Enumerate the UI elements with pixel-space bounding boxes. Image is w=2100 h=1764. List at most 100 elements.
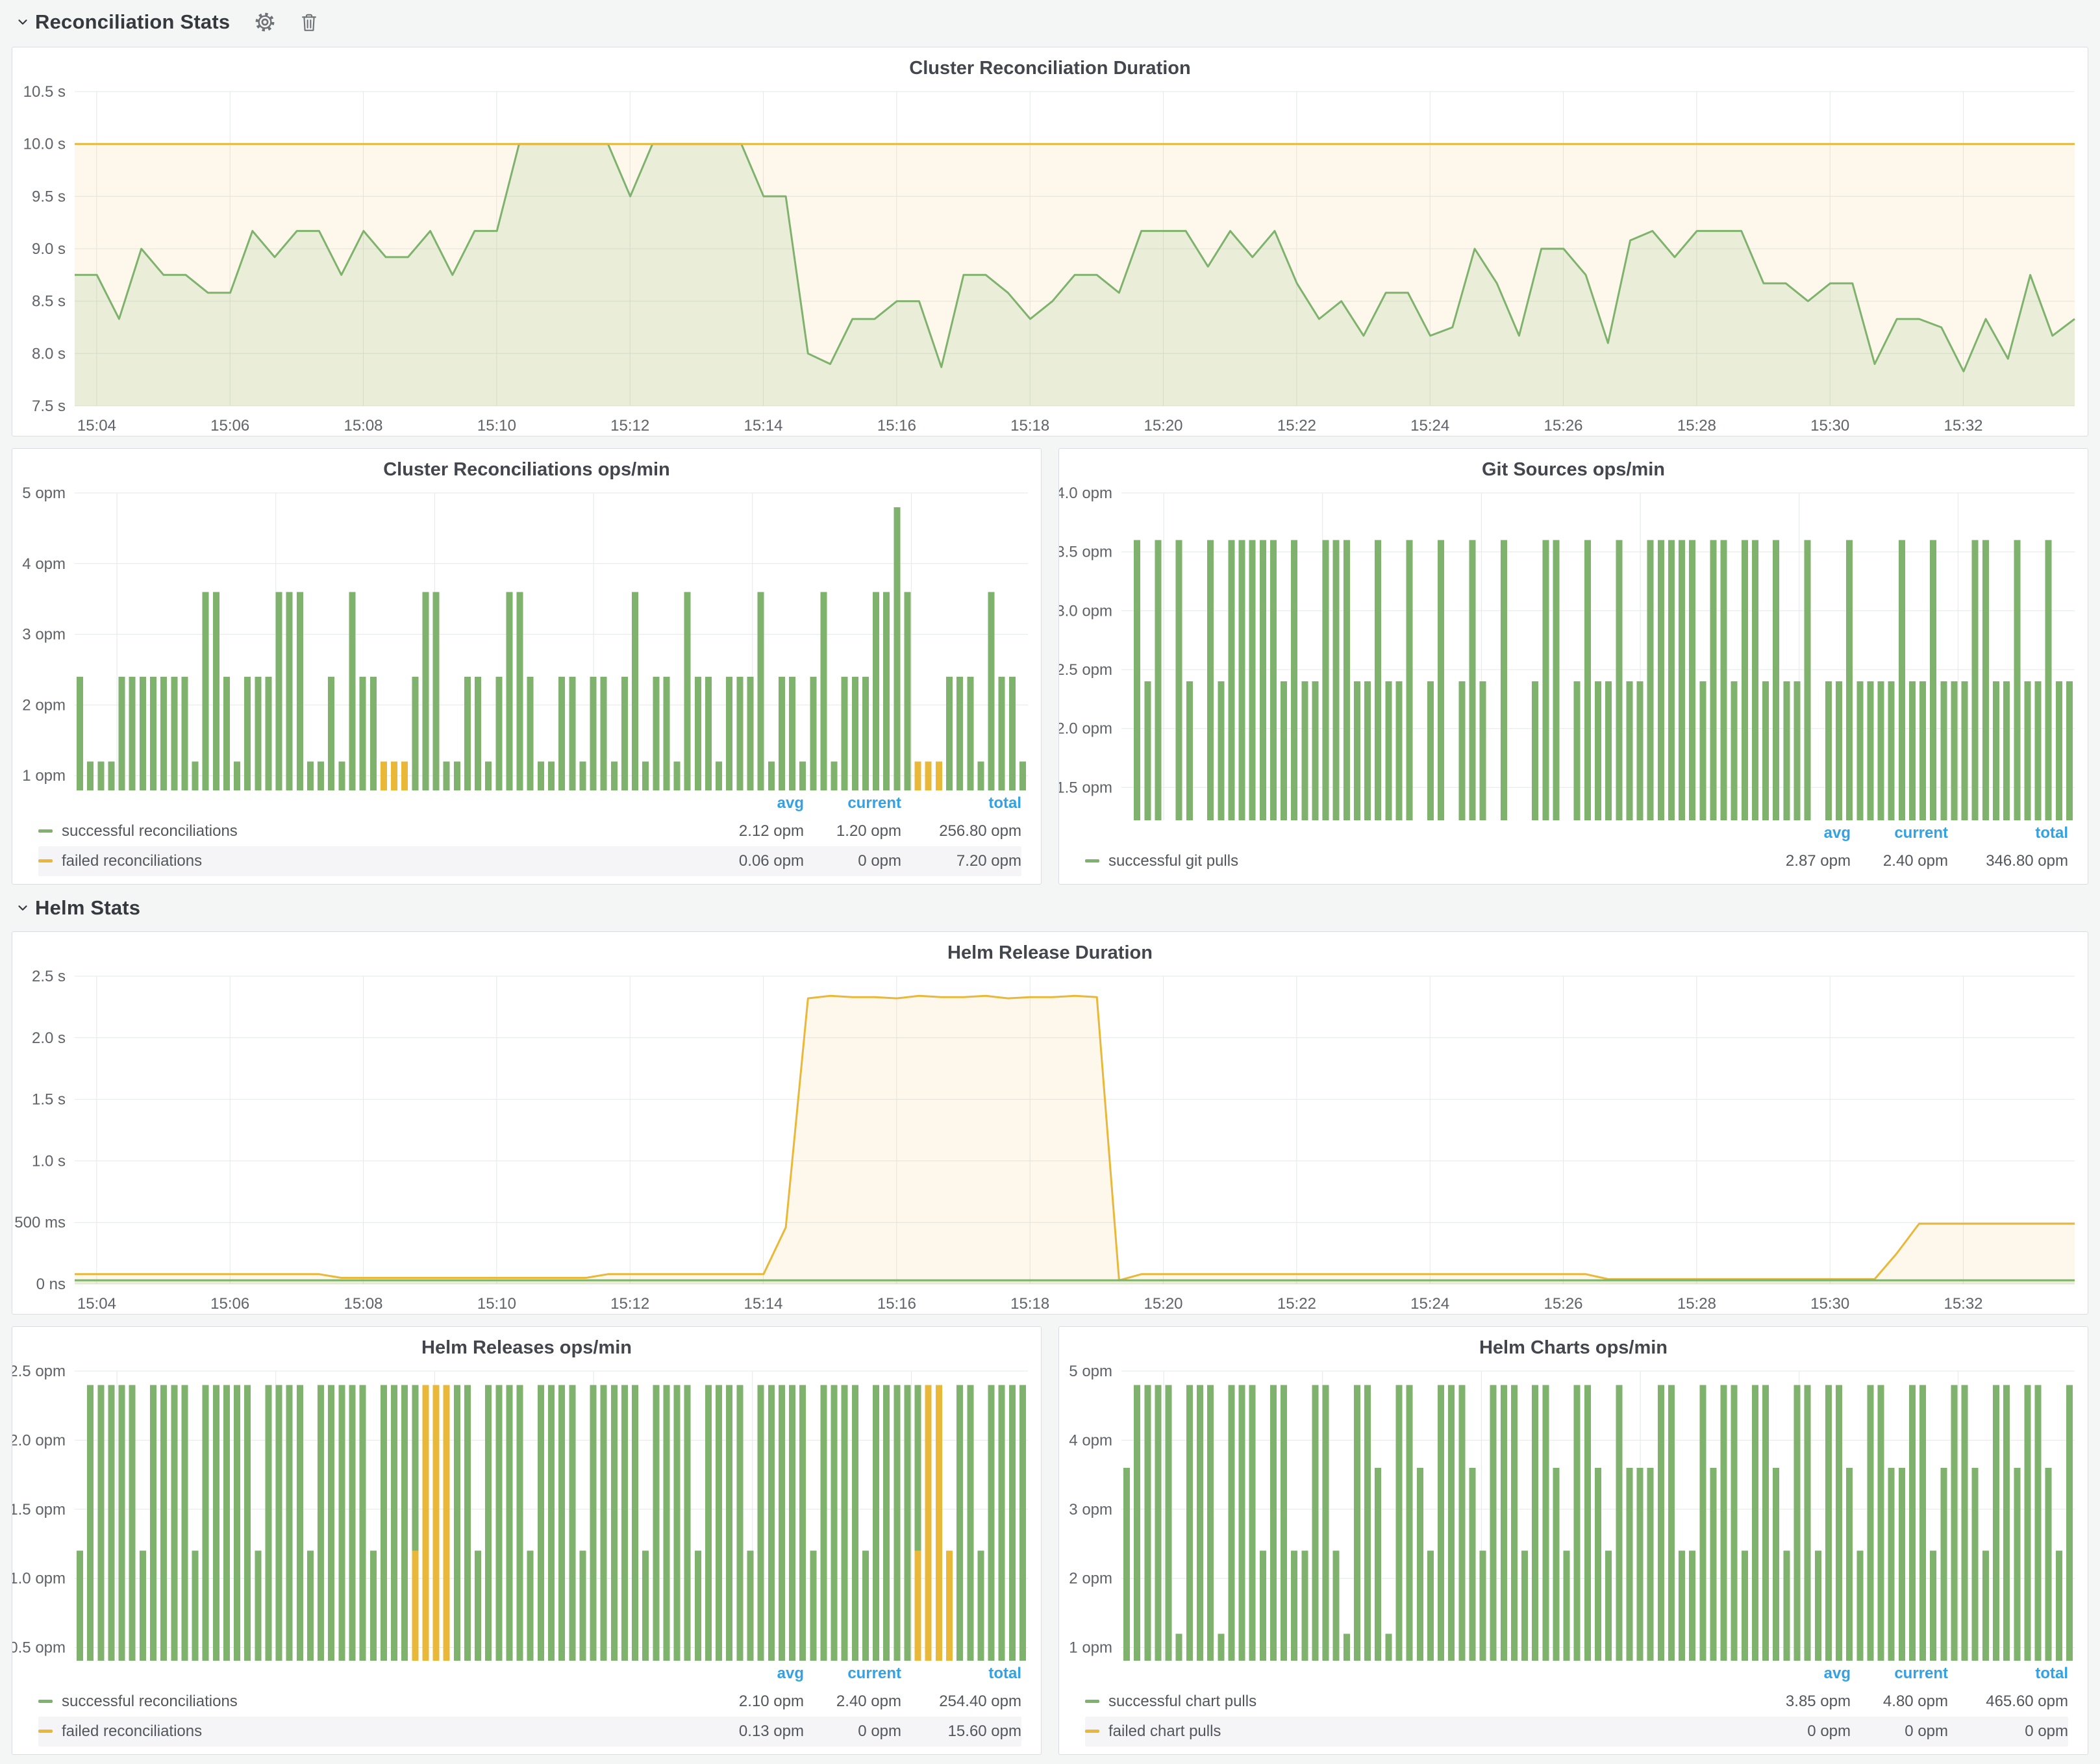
helm-releases-opm-chart[interactable]: 0 opm0.5 opm1.0 opm1.5 opm2.0 opm2.5 opm… [12, 1361, 1041, 1661]
svg-text:1.5 s: 1.5 s [32, 1091, 66, 1109]
legend-row: successful git pulls2.87 opm2.40 opm346.… [1085, 846, 2068, 876]
legend-stat: 0 opm [804, 1722, 901, 1741]
legend-col-avg[interactable]: avg [706, 1665, 804, 1683]
legend-stat: 2.12 opm [706, 822, 804, 840]
legend-stat: 2.40 opm [1851, 852, 1948, 870]
legend-stat: 1.20 opm [804, 822, 901, 840]
panel-title[interactable]: Helm Release Duration [12, 932, 2088, 966]
svg-text:2 opm: 2 opm [1069, 1570, 1112, 1587]
panel-title[interactable]: Cluster Reconciliations ops/min [12, 449, 1041, 483]
svg-text:15:32: 15:32 [1944, 417, 1982, 435]
legend-col-avg[interactable]: avg [706, 794, 804, 813]
legend-col-current[interactable]: current [804, 794, 901, 813]
legend-col-total[interactable]: total [901, 794, 1021, 813]
chart-svg: 0 opm1 opm2 opm3 opm4 opm5 opm15:0515:10… [1059, 1361, 2088, 1661]
svg-text:0 ns: 0 ns [36, 1276, 66, 1293]
svg-text:3 opm: 3 opm [22, 626, 66, 644]
trash-icon[interactable] [300, 12, 318, 32]
legend-label[interactable]: successful git pulls [1108, 852, 1238, 870]
svg-text:2 opm: 2 opm [22, 696, 66, 714]
legend-label[interactable]: successful reconciliations [62, 822, 238, 840]
legend-row: successful reconciliations2.10 opm2.40 o… [38, 1687, 1021, 1717]
svg-text:2.0 opm: 2.0 opm [1059, 720, 1112, 738]
gear-icon[interactable] [255, 12, 275, 32]
legend-label[interactable]: failed reconciliations [62, 1722, 202, 1740]
legend-stat: 4.80 opm [1851, 1693, 1948, 1711]
svg-text:2.5 opm: 2.5 opm [12, 1363, 66, 1380]
chart-svg: 7.5 s8.0 s8.5 s9.0 s9.5 s10.0 s10.5 s15:… [12, 81, 2088, 436]
chevron-down-icon [16, 15, 30, 29]
legend-col-avg[interactable]: avg [1753, 1665, 1851, 1683]
panel-git-sources-opm: Git Sources ops/min 1.0 opm1.5 opm2.0 op… [1058, 448, 2088, 885]
legend-label[interactable]: failed reconciliations [62, 852, 202, 870]
legend-stat: 254.40 opm [901, 1693, 1021, 1711]
svg-text:2.0 opm: 2.0 opm [12, 1431, 66, 1449]
svg-text:15:30: 15:30 [1810, 417, 1849, 435]
legend-row: successful chart pulls3.85 opm4.80 opm46… [1085, 1687, 2068, 1717]
panel-title[interactable]: Helm Charts ops/min [1059, 1327, 2088, 1361]
svg-text:15:10: 15:10 [477, 417, 516, 435]
svg-text:15:06: 15:06 [210, 417, 249, 435]
legend-stat: 0.13 opm [706, 1722, 804, 1741]
panel-cluster-reconciliations-opm: Cluster Reconciliations ops/min 0 opm1 o… [12, 448, 1042, 885]
legend-label[interactable]: failed chart pulls [1108, 1722, 1221, 1740]
legend-stat: 0 opm [1851, 1722, 1948, 1741]
chevron-down-icon [16, 901, 30, 915]
legend: avgcurrenttotalsuccessful chart pulls3.8… [1059, 1661, 2088, 1754]
svg-text:15:10: 15:10 [477, 1295, 516, 1313]
svg-text:4.0 opm: 4.0 opm [1059, 485, 1112, 502]
legend-row: failed reconciliations0.13 opm0 opm15.60… [38, 1717, 1021, 1746]
svg-text:1.5 opm: 1.5 opm [1059, 779, 1112, 796]
svg-text:15:28: 15:28 [1677, 1295, 1716, 1313]
legend-color-dash [1085, 859, 1099, 863]
svg-text:1 opm: 1 opm [22, 767, 66, 785]
svg-text:1.0 opm: 1.0 opm [12, 1570, 66, 1587]
legend-header-row: avgcurrenttotal [1085, 820, 2068, 846]
section-header-helm-stats[interactable]: Helm Stats [0, 885, 2100, 926]
legend-stat: 2.87 opm [1753, 852, 1851, 870]
legend-col-avg[interactable]: avg [1753, 824, 1851, 842]
legend-color-dash [1085, 1730, 1099, 1733]
helm-release-duration-chart[interactable]: 0 ns500 ms1.0 s1.5 s2.0 s2.5 s15:0415:06… [12, 966, 2088, 1314]
svg-text:15:20: 15:20 [1144, 1295, 1182, 1313]
svg-text:15:12: 15:12 [610, 1295, 649, 1313]
chart-svg: 0 ns500 ms1.0 s1.5 s2.0 s2.5 s15:0415:06… [12, 966, 2088, 1314]
svg-text:15:04: 15:04 [77, 417, 116, 435]
legend-col-current[interactable]: current [1851, 824, 1948, 842]
svg-text:4 opm: 4 opm [1069, 1431, 1112, 1449]
svg-text:8.0 s: 8.0 s [32, 345, 66, 362]
svg-text:15:04: 15:04 [77, 1295, 116, 1313]
svg-text:15:22: 15:22 [1277, 417, 1316, 435]
legend-header-row: avgcurrenttotal [38, 1661, 1021, 1687]
legend-col-current[interactable]: current [1851, 1665, 1948, 1683]
svg-text:1 opm: 1 opm [1069, 1639, 1112, 1657]
svg-text:15:32: 15:32 [1944, 1295, 1982, 1313]
section-header-reconciliation-stats[interactable]: Reconciliation Stats [0, 0, 2100, 42]
panel-title[interactable]: Git Sources ops/min [1059, 449, 2088, 483]
helm-charts-opm-chart[interactable]: 0 opm1 opm2 opm3 opm4 opm5 opm15:0515:10… [1059, 1361, 2088, 1661]
svg-text:15:18: 15:18 [1010, 1295, 1049, 1313]
panel-title[interactable]: Cluster Reconciliation Duration [12, 47, 2088, 81]
legend-stat: 256.80 opm [901, 822, 1021, 840]
section-title: Reconciliation Stats [35, 10, 230, 34]
legend-col-total[interactable]: total [901, 1665, 1021, 1683]
legend: avgcurrenttotalsuccessful reconciliation… [12, 1661, 1041, 1754]
legend-row: failed reconciliations0.06 opm0 opm7.20 … [38, 846, 1021, 876]
svg-text:15:08: 15:08 [344, 417, 382, 435]
legend-row: failed chart pulls0 opm0 opm0 opm [1085, 1717, 2068, 1746]
svg-text:15:06: 15:06 [210, 1295, 249, 1313]
cluster-reconciliation-duration-chart[interactable]: 7.5 s8.0 s8.5 s9.0 s9.5 s10.0 s10.5 s15:… [12, 81, 2088, 436]
panel-title[interactable]: Helm Releases ops/min [12, 1327, 1041, 1361]
legend-col-total[interactable]: total [1948, 1665, 2068, 1683]
svg-text:3 opm: 3 opm [1069, 1501, 1112, 1518]
legend-col-current[interactable]: current [804, 1665, 901, 1683]
git-sources-opm-chart[interactable]: 1.0 opm1.5 opm2.0 opm2.5 opm3.0 opm3.5 o… [1059, 483, 2088, 820]
legend-label[interactable]: successful reconciliations [62, 1693, 238, 1710]
svg-text:15:18: 15:18 [1010, 417, 1049, 435]
legend-col-total[interactable]: total [1948, 824, 2068, 842]
legend-label[interactable]: successful chart pulls [1108, 1693, 1256, 1710]
cluster-reconciliations-opm-chart[interactable]: 0 opm1 opm2 opm3 opm4 opm5 opm15:0515:10… [12, 483, 1041, 790]
svg-text:1.0 s: 1.0 s [32, 1152, 66, 1170]
svg-text:15:24: 15:24 [1410, 1295, 1449, 1313]
legend-header-row: avgcurrenttotal [1085, 1661, 2068, 1687]
